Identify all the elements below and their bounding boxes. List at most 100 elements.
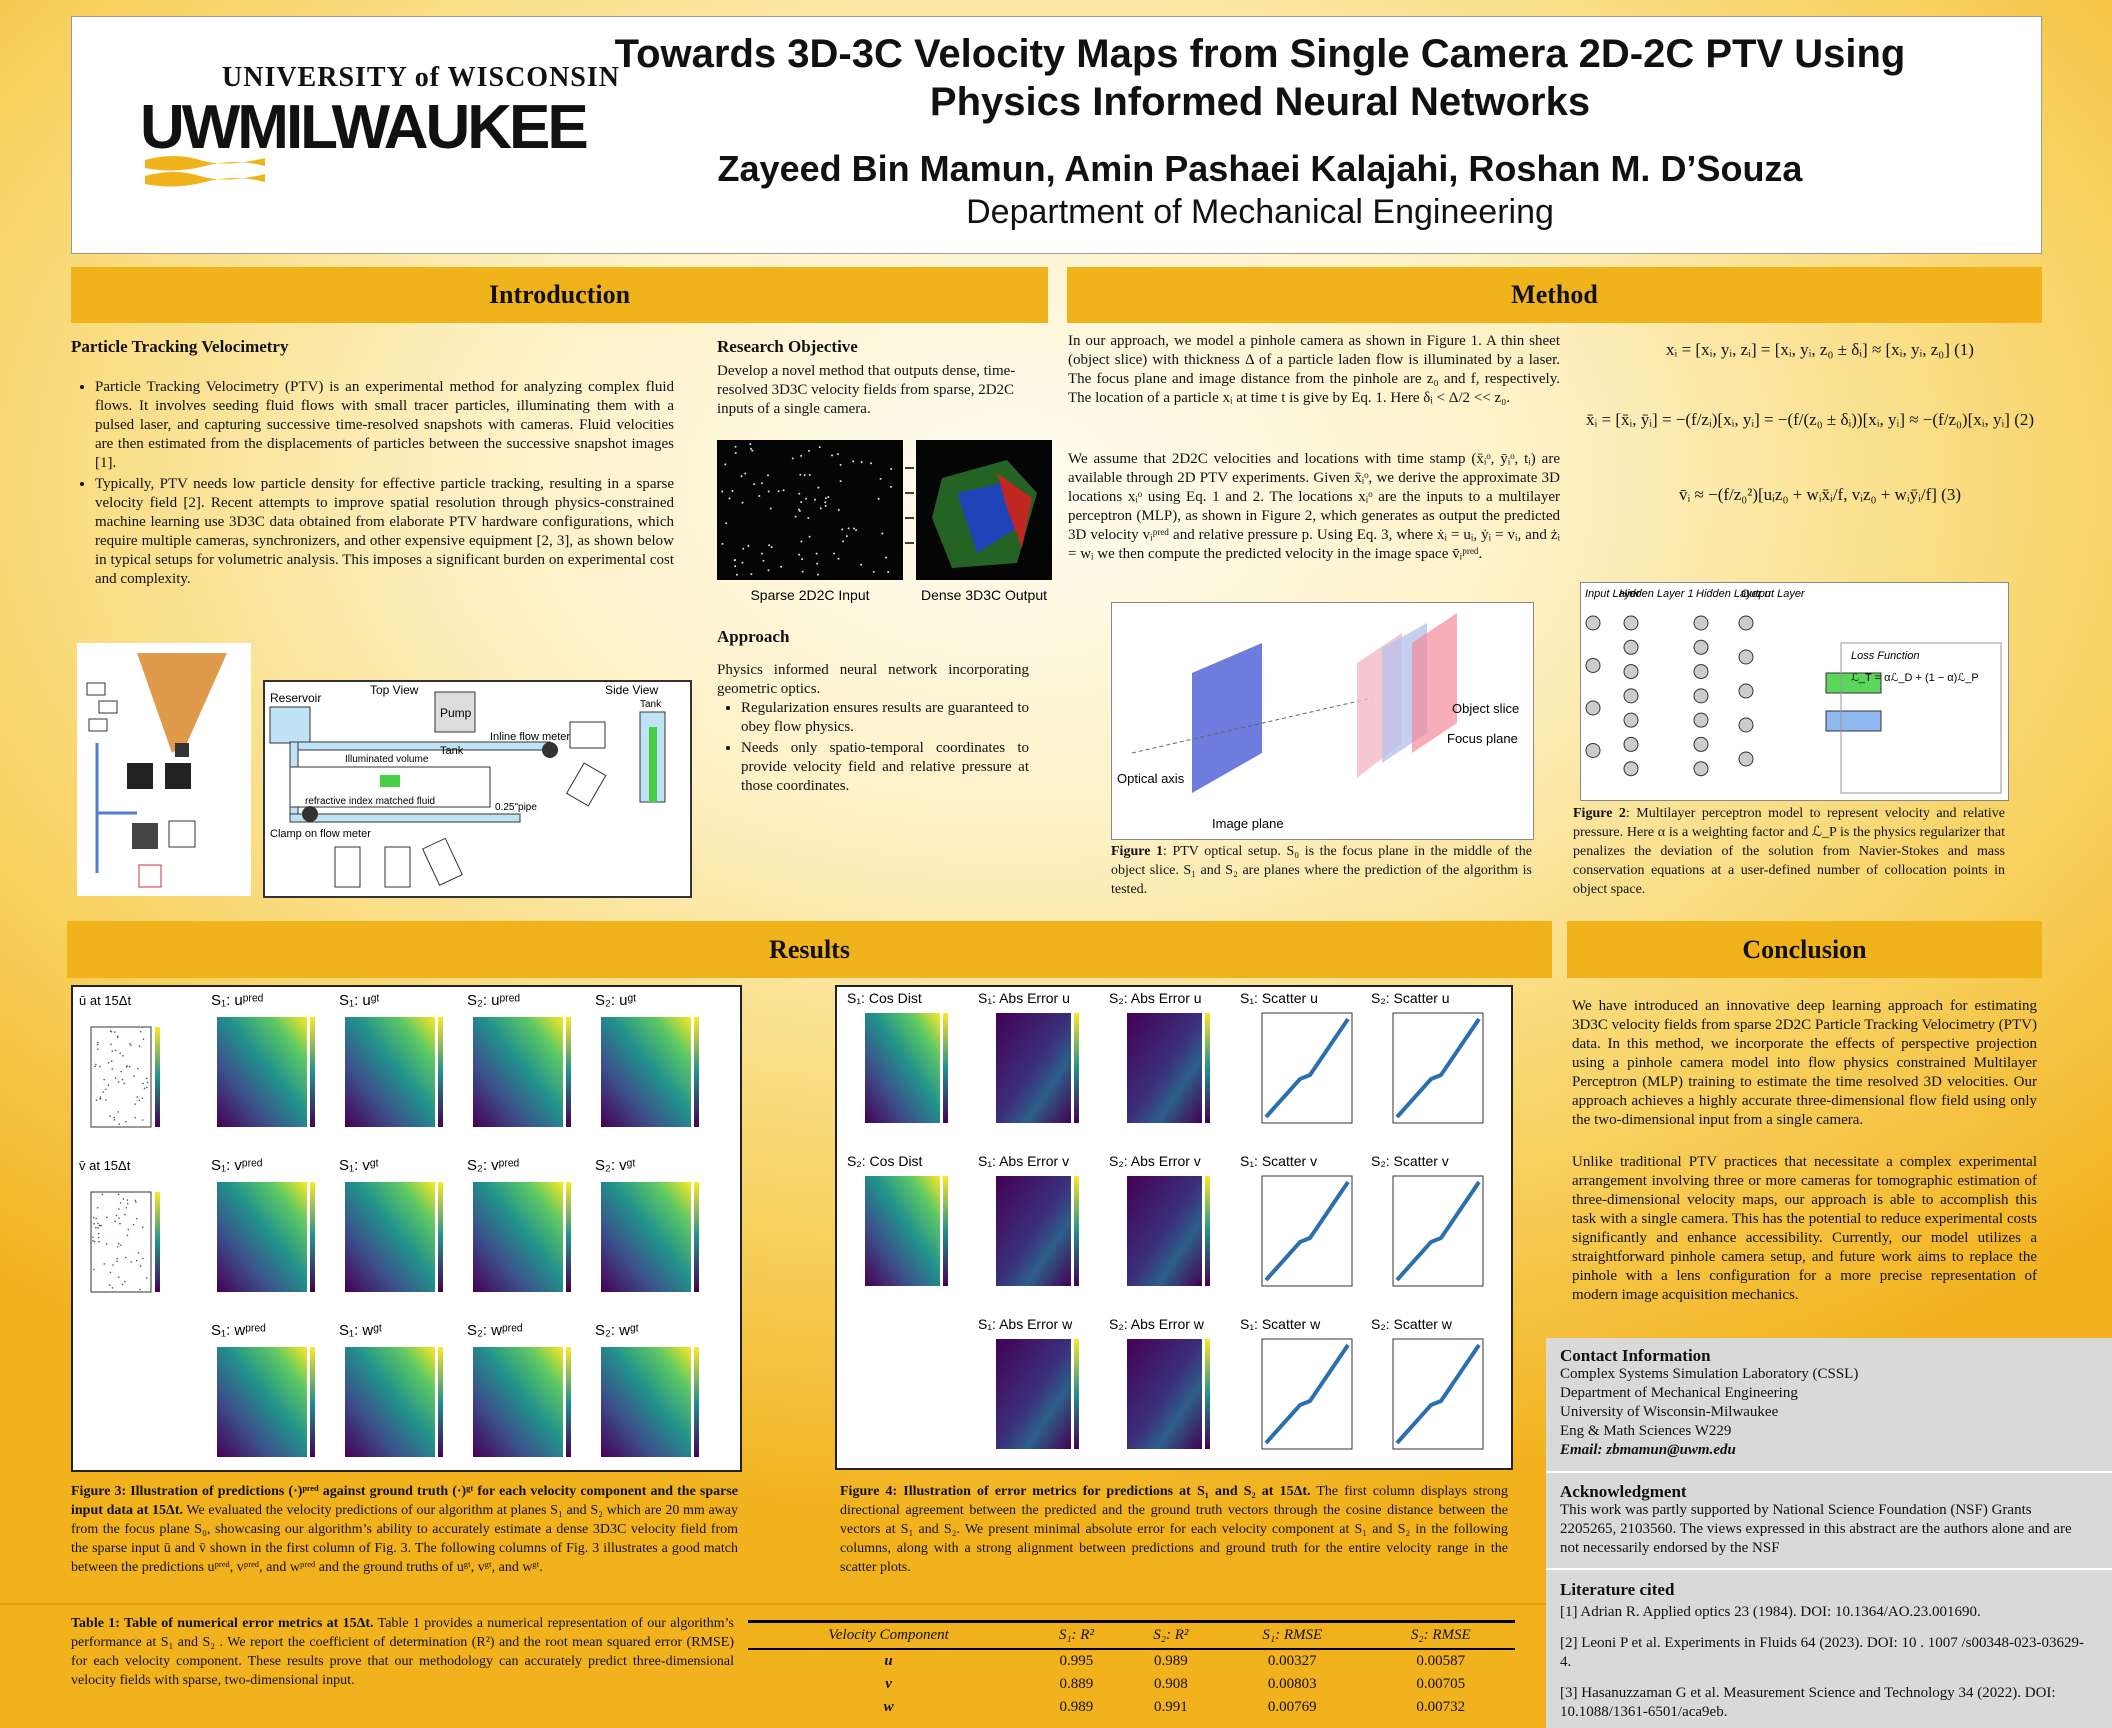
heatmap [1127,1013,1202,1123]
neuron [1623,639,1639,655]
colorbar [566,1347,571,1457]
loss-label: Loss Function [1851,650,1919,662]
plot-title: S₁: Abs Error v [978,1153,1069,1169]
particle [145,1077,148,1080]
caption-text: : PTV optical setup. S₀ is the focus pla… [1111,844,1533,897]
neuron [1693,736,1709,752]
particle [142,1082,144,1085]
table-cell: 0.00803 [1267,1676,1317,1692]
particle [139,1265,142,1267]
university: UNIVERSITY of WISCONSIN [222,62,620,93]
colorbar [943,1176,948,1286]
particle [92,1239,94,1242]
particle [103,1078,106,1081]
neuron [1623,761,1639,777]
colorbar [1205,1339,1210,1449]
particle [767,569,770,572]
particle [117,1193,120,1196]
neuron [1693,688,1709,704]
heatmap [865,1013,940,1123]
particle [92,1216,95,1219]
particle [119,1202,122,1204]
particle [801,570,804,573]
particle [97,1227,99,1229]
particle [137,1252,140,1254]
bullet: Needs only spatio-temporal coordinates t… [741,739,1029,796]
heatmap [345,1182,435,1292]
heatmap [865,1176,940,1286]
paragraph: Unlike traditional PTV practices that ne… [1572,1154,2037,1303]
subheading: Research Objective [717,337,858,356]
info-line: Eng & Math Sciences W229 [1560,1423,1732,1439]
particle [884,556,887,559]
figure-label: Dense 3D3C Output [921,587,1047,603]
particle [824,497,827,500]
particle [109,1115,111,1117]
setup-label: Tank [640,699,662,710]
particle [138,1045,141,1047]
neuron [1738,683,1754,699]
plot-title: S₁: Abs Error w [978,1316,1073,1332]
neuron [1623,712,1639,728]
plot-title: S₂: uᵖʳᵉᵈ [467,992,520,1009]
particle [121,1283,124,1286]
scatter-points [1264,1343,1350,1445]
particle [122,1054,124,1057]
particle [860,563,863,566]
particle [770,546,773,549]
particle [860,461,863,464]
info-line: Department of Mechanical Engineering [1560,1385,1798,1401]
particle [141,1097,144,1100]
figure-label: Optical axis [1117,771,1185,786]
scatter-points [1395,1343,1481,1445]
particle [142,1038,145,1040]
subheading: Particle Tracking Velocimetry [71,337,289,356]
particle [98,1240,100,1243]
particle [116,1036,119,1039]
particle [807,517,810,520]
particle [106,1216,108,1219]
colorbar [694,1182,699,1292]
neuron [1693,761,1709,777]
caption-text: The first column displays strong directi… [840,1484,1509,1575]
particle [879,477,882,480]
particle [758,494,761,497]
particle [120,1244,122,1246]
heatmap [601,1017,691,1127]
setup-label: Inline flow meter [490,731,570,743]
particle [127,1228,130,1231]
table-cell: 0.00587 [1416,1653,1466,1669]
caption-text: : Multilayer perceptron model to represe… [1573,806,2006,897]
heatmap [345,1347,435,1457]
text: Physics informed neural network incorpor… [717,662,1029,697]
particle [890,485,893,488]
particle [805,497,808,500]
heatmap [1127,1339,1202,1449]
particle [113,1119,116,1121]
setup-label: Side View [605,683,658,697]
particle [95,1226,97,1229]
particle [817,573,820,576]
colorbar [438,1182,443,1292]
particle [99,1096,102,1098]
paragraph: In our approach, we model a pinhole came… [1068,333,1560,406]
particle [731,489,734,492]
table-cell: 0.00732 [1416,1699,1466,1715]
plot-title: v̄ at 15Δt [79,1158,131,1173]
particle [824,504,827,507]
info-email[interactable]: Email: zbmamun@uwm.edu [1560,1442,1736,1458]
particle [114,1077,117,1079]
divider [1546,1471,2112,1473]
particle [114,1220,117,1223]
particle [141,1226,144,1228]
particle [734,445,737,448]
heatmap [473,1017,563,1127]
volumetric-ptv-figure [77,643,251,896]
section-heading: Results [67,921,1552,978]
particle [881,532,884,535]
particle [819,507,822,510]
particle [818,446,821,449]
particle [126,1202,129,1205]
particle [887,571,890,574]
